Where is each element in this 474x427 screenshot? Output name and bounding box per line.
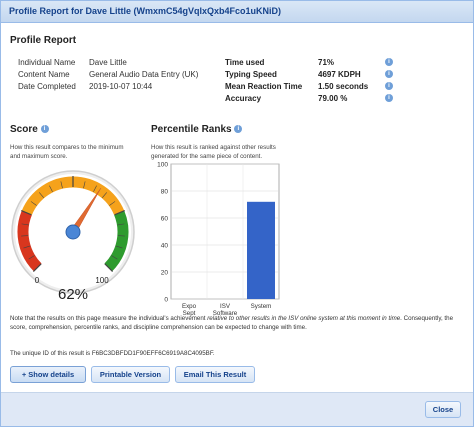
chart-bar xyxy=(247,201,275,299)
note-text: Note that the results on this page measu… xyxy=(10,315,208,322)
gauge-tick xyxy=(101,192,107,198)
gauge-tick xyxy=(39,192,45,198)
stat-label: Mean Reaction Time xyxy=(225,82,303,91)
info-icon[interactable]: i xyxy=(385,82,393,90)
info-icon[interactable]: i xyxy=(385,58,393,66)
stat-label: Time used xyxy=(225,58,265,67)
show-details-button[interactable]: + Show details xyxy=(10,366,86,383)
info-icon[interactable]: i xyxy=(40,125,49,134)
stat-value: 71% xyxy=(318,58,335,67)
chart-y-tick-label: 20 xyxy=(161,270,169,277)
gauge-tick xyxy=(114,210,125,216)
gauge-tick xyxy=(49,185,53,193)
stat-value: 79.00 % xyxy=(318,94,348,103)
gauge-tick xyxy=(21,210,32,216)
gauge-tick xyxy=(117,223,125,226)
score-heading: Score i xyxy=(10,124,49,135)
detail-label: Individual Name xyxy=(18,58,76,67)
chart-y-tick-labels: 0 20 40 60 80 100 xyxy=(157,162,168,304)
stat-label: Accuracy xyxy=(225,94,262,103)
detail-value: General Audio Data Entry (UK) xyxy=(89,70,199,79)
gauge-tick xyxy=(115,245,123,249)
chart-y-tick-label: 40 xyxy=(161,243,169,250)
chart-x-tick-labels: Expo Sept ISV Software System xyxy=(182,303,271,317)
percentile-heading-label: Percentile Ranks xyxy=(151,124,232,135)
score-gauge: 0 100 62% xyxy=(11,170,135,303)
gauge-tick xyxy=(28,255,35,260)
gauge-arc-high xyxy=(104,210,129,272)
gauge-tick xyxy=(109,201,116,206)
percentile-description: How this result is ranked against other … xyxy=(151,144,276,160)
gauge-ticks xyxy=(21,176,125,273)
gauge-tick xyxy=(83,181,86,189)
gauge-max-label: 100 xyxy=(95,276,109,285)
detail-value: 2019-10-07 10:44 xyxy=(89,82,153,91)
chart-x-tick-label: Expo Sept xyxy=(182,303,197,317)
results-note: Note that the results on this page measu… xyxy=(10,314,460,332)
chart-x-tick-label: ISV Software xyxy=(213,303,238,317)
printable-version-button[interactable]: Printable Version xyxy=(91,366,170,383)
chart-y-tick-label: 0 xyxy=(164,297,168,304)
score-description: How this result compares to the minimum … xyxy=(10,144,124,160)
gauge-tick xyxy=(30,201,37,206)
percentile-bar-chart: 0 20 40 60 80 100 Expo Sept ISV Software System xyxy=(157,162,280,317)
chart-bars xyxy=(247,201,275,299)
window-footer: Close xyxy=(1,392,473,426)
detail-label: Date Completed xyxy=(18,82,76,91)
report-content: Profile Report Individual Name Dave Litt… xyxy=(1,23,473,391)
email-result-button[interactable]: Email This Result xyxy=(175,366,255,383)
stat-value: 4697 KDPH xyxy=(318,70,361,79)
info-icon[interactable]: i xyxy=(234,125,243,134)
gauge-tick xyxy=(60,181,63,189)
info-icon[interactable]: i xyxy=(385,70,393,78)
gauge-tick xyxy=(32,263,42,273)
percentile-heading: Percentile Ranks i xyxy=(151,124,243,135)
gauge-value-text: 62% xyxy=(58,286,88,303)
gauge-tick xyxy=(21,235,29,237)
window-title: Profile Report for Dave Little (WmxmC54g… xyxy=(1,1,473,23)
chart-y-tick-label: 100 xyxy=(157,162,168,169)
detail-label: Content Name xyxy=(18,70,70,79)
unique-id-text: The unique ID of this result is F6BC3DBF… xyxy=(10,350,215,357)
stat-label: Typing Speed xyxy=(225,70,277,79)
note-text-end: . Consequently, the score, comprehension… xyxy=(10,315,454,331)
gauge-tick xyxy=(21,223,29,226)
gauge-tick xyxy=(23,245,31,249)
profile-report-heading: Profile Report xyxy=(10,35,77,46)
score-heading-label: Score xyxy=(10,124,38,135)
gauge-tick xyxy=(111,255,118,260)
gauge-arc-low xyxy=(17,210,42,272)
gauge-tick xyxy=(104,263,114,273)
gauge-min-label: 0 xyxy=(35,276,40,285)
chart-y-tick-label: 80 xyxy=(161,189,169,196)
gauge-hub xyxy=(65,224,81,240)
chart-x-tick-label: System xyxy=(251,303,272,310)
close-button[interactable]: Close xyxy=(425,401,461,418)
stat-value: 1.50 seconds xyxy=(318,82,369,91)
detail-value: Dave Little xyxy=(89,58,127,67)
info-icon[interactable]: i xyxy=(385,94,393,102)
gauge-tick xyxy=(117,235,125,237)
gauge-tick xyxy=(93,185,97,193)
chart-y-tick-label: 60 xyxy=(161,216,169,223)
note-italic-text: relative to other results in the ISV onl… xyxy=(207,315,401,322)
